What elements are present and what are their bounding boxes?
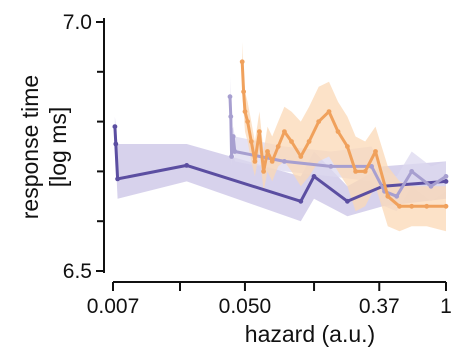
series-3-point [265,149,270,154]
series-3-point [345,144,350,149]
series-1-point [112,124,118,129]
series-3-point [282,129,287,135]
series-3-point [261,169,266,174]
series-1-point [443,179,449,184]
x-tick-label: 1 [440,295,452,318]
series-2-point [443,174,449,179]
series-3-point [385,193,391,199]
axes [103,18,446,283]
series-3-point [316,119,322,124]
series-2-point [228,114,234,119]
series-3-point [335,129,341,135]
series-2-point [394,193,400,199]
series-3-point [326,109,332,114]
series-3-point [242,109,248,114]
series-3-point [257,129,262,135]
series-2-point [409,169,415,174]
x-tick-label: 0.37 [359,295,400,318]
series-1-point [345,198,350,204]
series-2-point [227,94,233,100]
series-2-point [232,149,238,154]
series-2-point [230,134,236,139]
series-2-point [428,183,434,189]
series-1-point [184,163,190,168]
x-tick-label: 0.007 [87,295,140,318]
series-2-point [282,159,287,164]
y-tick-label: 7.0 [63,11,92,34]
series-1-point [115,176,120,182]
series-3-point [289,139,294,144]
series-lines [112,59,449,209]
series-3-point [409,203,415,209]
series-3-point [269,159,275,164]
series-3-point [424,203,430,209]
series-1-point [311,174,317,179]
series-3-point [275,144,281,149]
x-axis-label: hazard (a.u.) [245,321,375,347]
series-3-point [373,149,378,154]
series-3-point [298,154,304,159]
series-3-point [397,203,402,209]
series-3-point [443,203,449,209]
y-axis-label-line1: response time [17,75,43,219]
series-3-point [252,159,258,164]
series-3-point [306,139,312,144]
series-3-point [245,119,251,124]
series-3-point [239,59,245,65]
y-axis-label-line2: [log ms] [45,107,71,188]
series-3-point [248,139,254,144]
series-2-point [369,164,374,169]
series-3-point [362,169,368,174]
series-2-point [328,164,334,169]
axis-ticks: 0.007 0.050 0.37 1 6.5 7.0 [63,11,452,318]
series-3-point [241,89,247,95]
x-tick-label: 0.050 [219,295,272,318]
series-2-point [229,154,235,159]
series-1-point [298,198,304,204]
y-tick-label: 6.5 [63,260,92,283]
series-1-point [113,141,119,147]
series-3-point [353,169,358,174]
